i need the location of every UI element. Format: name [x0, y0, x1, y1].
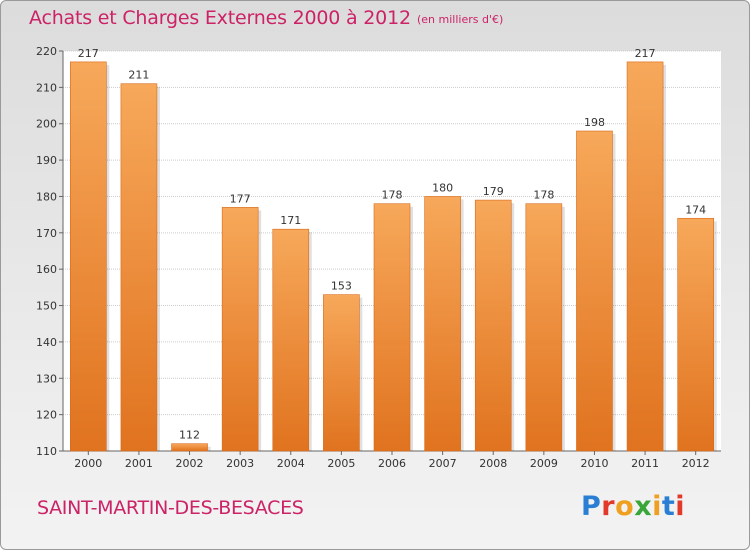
bar-value-label: 171 — [280, 214, 301, 227]
x-tick-label: 2009 — [530, 457, 558, 470]
bar — [424, 196, 461, 452]
bar-value-label: 211 — [128, 69, 149, 82]
bar-value-label: 177 — [230, 192, 251, 205]
y-tick-label: 200 — [36, 118, 57, 131]
bar — [474, 199, 512, 452]
commune-name: SAINT-MARTIN-DES-BESACES — [37, 497, 304, 519]
bar — [70, 61, 107, 452]
bar-value-label: 217 — [635, 47, 656, 60]
bar — [272, 228, 310, 452]
bar-value-label: 178 — [382, 189, 403, 202]
x-tick-label: 2000 — [74, 457, 102, 470]
logo-letter: o — [615, 491, 635, 522]
x-tick-label: 2008 — [479, 457, 507, 470]
x-tick-label: 2011 — [631, 457, 659, 470]
x-tick-label: 2007 — [429, 457, 457, 470]
y-tick-label: 140 — [36, 336, 57, 349]
x-tick-label: 2006 — [378, 457, 406, 470]
proxiti-logo[interactable]: Proxiti — [581, 491, 685, 522]
bar-value-label: 217 — [78, 47, 99, 60]
bar — [677, 217, 714, 452]
y-tick-label: 220 — [36, 45, 57, 58]
y-tick-label: 170 — [36, 227, 57, 240]
bar — [221, 207, 259, 452]
logo-letter: t — [661, 491, 676, 522]
x-tick-label: 2010 — [580, 457, 608, 470]
y-tick-label: 180 — [36, 190, 57, 203]
x-tick-label: 2012 — [682, 457, 710, 470]
x-tick-label: 2001 — [125, 457, 153, 470]
y-tick-label: 160 — [36, 263, 57, 276]
x-tick-label: 2003 — [226, 457, 254, 470]
bar — [576, 130, 613, 452]
bar-value-label: 112 — [179, 429, 200, 442]
logo-letter: r — [601, 491, 616, 522]
y-tick-label: 130 — [36, 372, 57, 385]
y-tick-label: 110 — [36, 445, 57, 458]
bar-value-label: 178 — [533, 189, 554, 202]
x-tick-label: 2004 — [277, 457, 305, 470]
logo-letter: P — [581, 491, 602, 522]
bar — [171, 443, 208, 452]
bar — [323, 294, 360, 452]
logo-letter: i — [652, 491, 662, 522]
bar-value-label: 198 — [584, 116, 605, 129]
y-tick-label: 210 — [36, 81, 57, 94]
bar — [120, 83, 158, 452]
bar-value-label: 153 — [331, 280, 352, 293]
bar-value-label: 180 — [432, 181, 453, 194]
y-tick-label: 190 — [36, 154, 57, 167]
bar — [373, 203, 411, 452]
bar — [525, 203, 563, 452]
bar-value-label: 174 — [685, 203, 706, 216]
x-tick-label: 2002 — [176, 457, 204, 470]
chart-title: Achats et Charges Externes 2000 à 2012 — [29, 7, 411, 29]
bar — [626, 61, 664, 452]
x-tick-label: 2005 — [327, 457, 355, 470]
y-tick-label: 150 — [36, 300, 57, 313]
y-tick-label: 120 — [36, 409, 57, 422]
logo-letter: i — [675, 491, 686, 522]
bar-value-label: 179 — [483, 185, 504, 198]
unit-note: (en milliers d'€) — [417, 13, 504, 26]
logo-letter: x — [634, 491, 653, 522]
